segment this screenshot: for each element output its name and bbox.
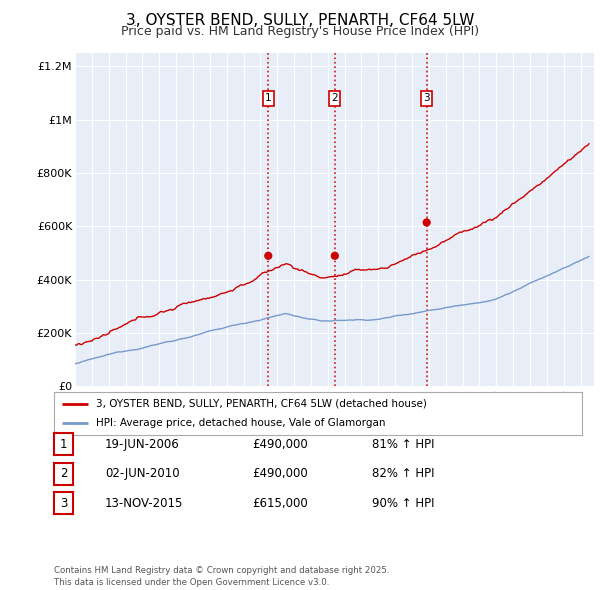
Text: 3, OYSTER BEND, SULLY, PENARTH, CF64 5LW: 3, OYSTER BEND, SULLY, PENARTH, CF64 5LW xyxy=(126,13,474,28)
Text: HPI: Average price, detached house, Vale of Glamorgan: HPI: Average price, detached house, Vale… xyxy=(96,418,386,428)
Text: 3, OYSTER BEND, SULLY, PENARTH, CF64 5LW (detached house): 3, OYSTER BEND, SULLY, PENARTH, CF64 5LW… xyxy=(96,399,427,409)
Text: 13-NOV-2015: 13-NOV-2015 xyxy=(105,497,184,510)
Point xyxy=(263,251,273,261)
Text: 3: 3 xyxy=(60,497,67,510)
Text: £490,000: £490,000 xyxy=(252,438,308,451)
Text: £615,000: £615,000 xyxy=(252,497,308,510)
Text: 19-JUN-2006: 19-JUN-2006 xyxy=(105,438,180,451)
Point xyxy=(330,251,340,261)
Text: £490,000: £490,000 xyxy=(252,467,308,480)
Text: 02-JUN-2010: 02-JUN-2010 xyxy=(105,467,179,480)
Text: Contains HM Land Registry data © Crown copyright and database right 2025.
This d: Contains HM Land Registry data © Crown c… xyxy=(54,566,389,587)
Text: 81% ↑ HPI: 81% ↑ HPI xyxy=(372,438,434,451)
Text: 90% ↑ HPI: 90% ↑ HPI xyxy=(372,497,434,510)
Text: 2: 2 xyxy=(332,93,338,103)
Text: 3: 3 xyxy=(424,93,430,103)
Text: 82% ↑ HPI: 82% ↑ HPI xyxy=(372,467,434,480)
Text: 2: 2 xyxy=(60,467,67,480)
Text: 1: 1 xyxy=(265,93,272,103)
Text: Price paid vs. HM Land Registry's House Price Index (HPI): Price paid vs. HM Land Registry's House … xyxy=(121,25,479,38)
Text: 1: 1 xyxy=(60,438,67,451)
Point xyxy=(422,218,431,227)
